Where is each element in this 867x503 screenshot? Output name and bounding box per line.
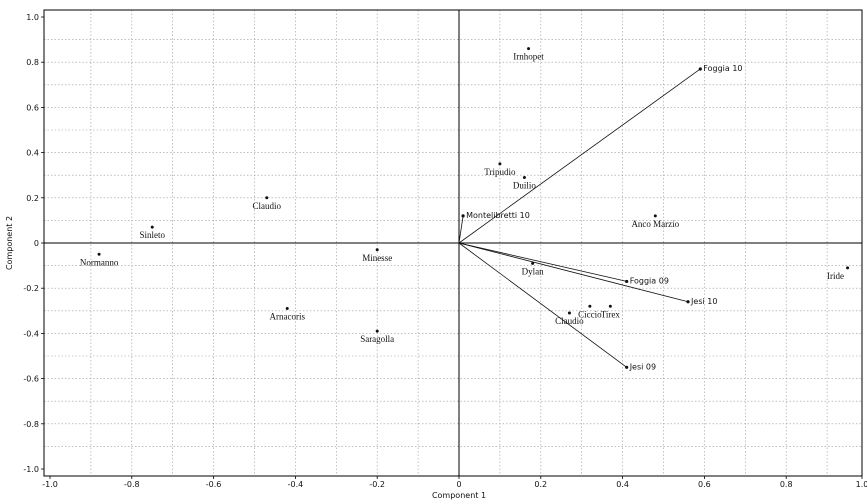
- loading-vector-label: Jesi 10: [690, 297, 717, 306]
- score-point-label: Ciccio: [578, 309, 602, 319]
- score-point: [653, 214, 657, 218]
- y-tick-label: 1.0: [26, 13, 39, 22]
- score-point-label: Tripudio: [484, 167, 516, 177]
- y-tick-label: -0.4: [23, 329, 39, 338]
- score-point-label: Tirex: [601, 309, 621, 319]
- score-point: [846, 266, 850, 270]
- score-point-label: Sinleto: [139, 230, 165, 240]
- loading-vector-label: Jesi 09: [629, 362, 656, 371]
- loading-vector-tip: [686, 300, 690, 304]
- score-point: [265, 196, 269, 200]
- loading-vector-label: Foggia 09: [630, 276, 669, 285]
- score-point: [588, 304, 592, 308]
- score-point: [498, 162, 502, 166]
- x-tick-label: -0.8: [124, 480, 140, 489]
- y-tick-labels: -1.0 -0.8 -0.6 -0.4 -0.2 0 0.2 0.4 0.6 0.8 1.0: [23, 13, 44, 474]
- y-axis-title: Component 2: [5, 216, 14, 270]
- zero-axes: [44, 10, 862, 476]
- loading-vector-line: [458, 242, 689, 303]
- loading-vector-tip: [625, 279, 629, 284]
- score-point: [285, 307, 289, 311]
- score-point: [522, 175, 526, 179]
- y-tick-label: -0.2: [23, 284, 39, 293]
- score-point-label: Anco Marzio: [631, 219, 679, 229]
- loading-vector-tip: [461, 214, 465, 218]
- x-tick-label: -1.0: [42, 480, 58, 489]
- score-point-label: Dylan: [522, 266, 544, 276]
- y-tick-label: -1.0: [23, 465, 39, 474]
- score-point: [527, 47, 531, 51]
- x-tick-label: -0.6: [206, 480, 222, 489]
- x-tick-label: -0.2: [369, 480, 385, 489]
- loading-vector-line: [458, 68, 701, 244]
- loading-vector-label: Montelibretti 10: [466, 211, 530, 220]
- y-tick-label: 0.4: [26, 149, 39, 158]
- score-point: [97, 252, 101, 256]
- score-point: [608, 304, 612, 308]
- loading-vectors: Foggia 10 Montelibretti 10 Foggia 09 Jesi 1…: [458, 64, 743, 371]
- x-tick-label: 0.4: [616, 480, 629, 489]
- score-point-label: Duilio: [513, 180, 537, 190]
- x-tick-label: 0.2: [534, 480, 547, 489]
- y-tick-label: -0.8: [23, 420, 39, 429]
- score-point: [531, 261, 535, 265]
- loading-vector-tip: [625, 365, 629, 369]
- x-tick-label: 0.6: [698, 480, 711, 489]
- loading-vector-line: [458, 242, 627, 282]
- loading-vector-tip: [698, 67, 702, 71]
- score-point: [567, 311, 571, 315]
- score-point: [375, 329, 379, 333]
- y-tick-label: -0.6: [23, 375, 39, 384]
- score-point: [375, 248, 379, 252]
- loading-vector-line: [458, 242, 627, 368]
- score-point-label: Iride: [827, 271, 844, 281]
- x-tick-label: 1.0: [856, 480, 867, 489]
- loading-vector-label: Foggia 10: [703, 64, 742, 73]
- score-point-label: Normanno: [80, 257, 119, 267]
- score-point-label: Arnacoris: [269, 312, 305, 322]
- score-point: [150, 225, 154, 229]
- score-points: Irnhopet Tripudio Duilio Claudio Sinleto Norm…: [80, 47, 850, 344]
- x-tick-label: 0: [456, 480, 461, 489]
- y-tick-label: 0.8: [26, 58, 39, 67]
- x-tick-labels: -1.0 -0.8 -0.6 -0.4 -0.2 0 0.2 0.4 0.6 0.8 1.0: [42, 476, 867, 489]
- score-point-label: Irnhopet: [513, 52, 544, 62]
- score-point-label: Claudio: [253, 201, 282, 211]
- x-axis-title: Component 1: [432, 491, 486, 500]
- score-point-label: Claudio: [555, 316, 584, 326]
- x-tick-label: -0.4: [288, 480, 304, 489]
- x-tick-label: 0.8: [780, 480, 793, 489]
- y-tick-label: 0: [34, 239, 39, 248]
- y-tick-label: 0.6: [26, 103, 39, 112]
- y-tick-label: 0.2: [26, 194, 39, 203]
- loading-vector-line: [458, 215, 464, 244]
- score-point-label: Saragolla: [360, 334, 394, 344]
- score-point-label: Minesse: [362, 253, 392, 263]
